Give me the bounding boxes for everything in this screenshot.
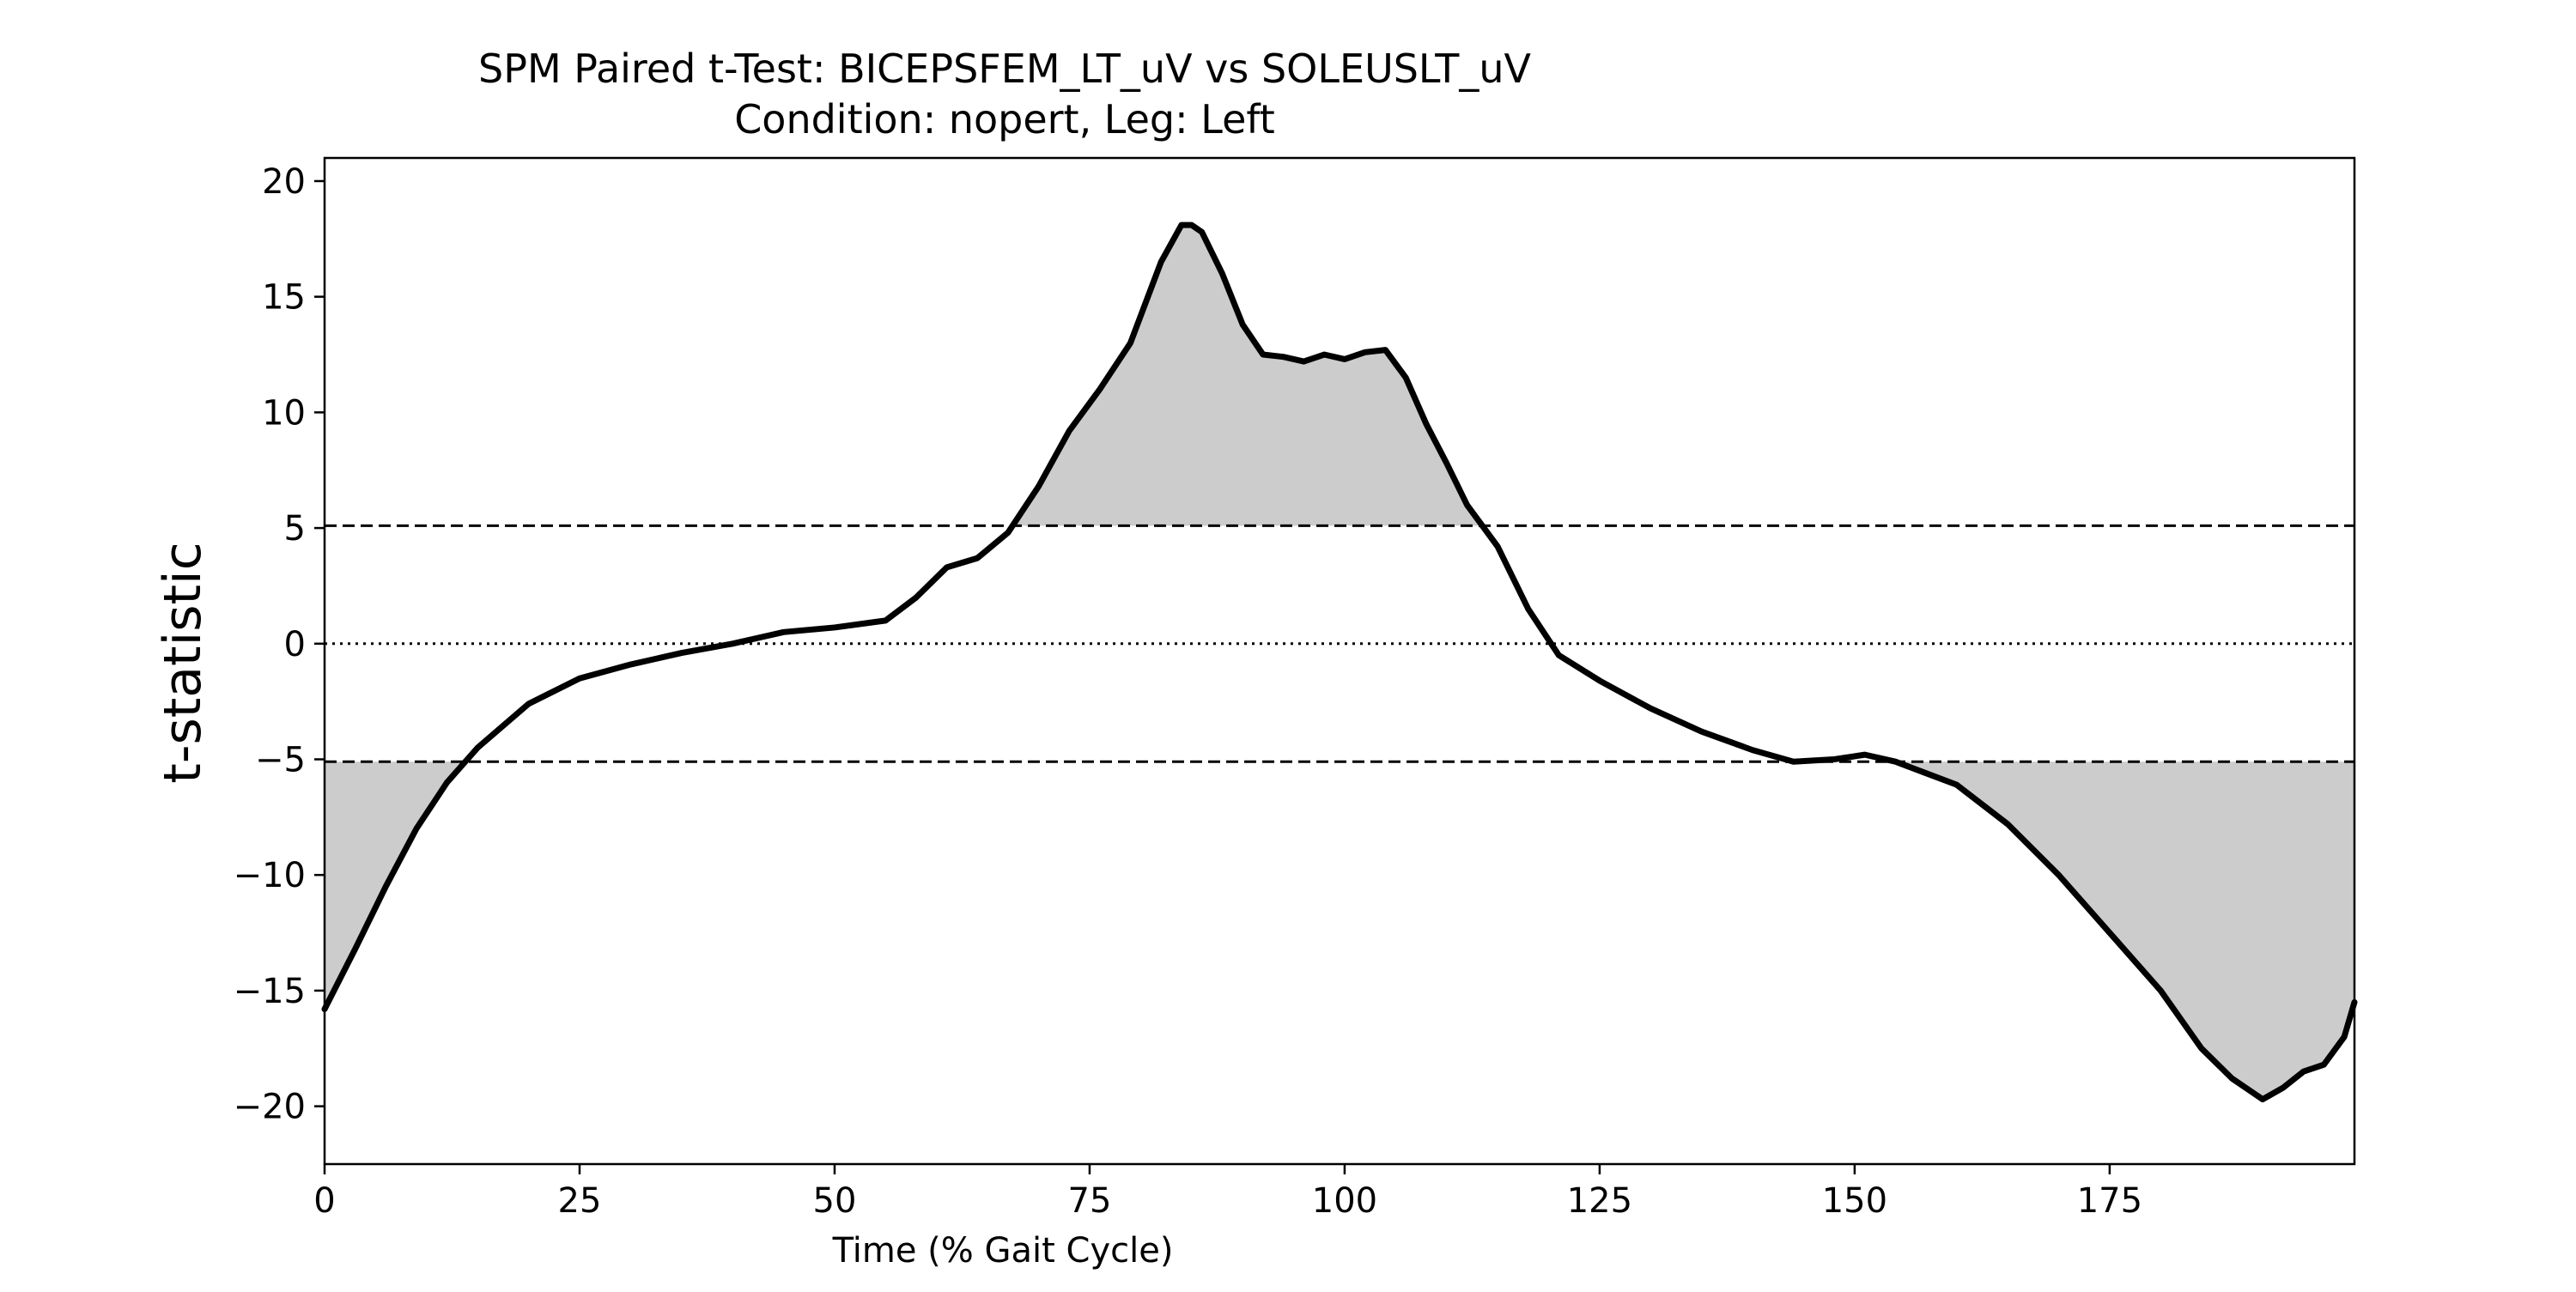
plot-frame: [323, 156, 2356, 1166]
y-tick-label: 5: [284, 509, 306, 549]
y-tick-label: 20: [262, 162, 306, 202]
significant-regions: [325, 225, 2354, 1100]
y-tick-label: −10: [234, 856, 306, 895]
y-tick-label: −5: [255, 741, 306, 780]
x-tick-label: 150: [1822, 1181, 1887, 1221]
x-tick-label: 50: [813, 1181, 857, 1221]
y-axis: 20 15 10 5 0 −5 −10 −15 −20: [234, 162, 325, 1127]
x-tick-label: 175: [2077, 1181, 2142, 1221]
spm-t-curve: [321, 221, 2358, 1103]
x-axis-label: Time (% Gait Cycle): [832, 1231, 1174, 1271]
x-axis: 0 25 50 75 100 125 150 175: [313, 1164, 2142, 1221]
x-tick-label: 25: [558, 1181, 602, 1221]
y-tick-label: −20: [234, 1088, 306, 1127]
reference-lines: [325, 524, 2354, 763]
series-layer: [321, 221, 2358, 1103]
chart-subtitle: Condition: nopert, Leg: Left: [734, 96, 1275, 143]
x-tick-label: 75: [1068, 1181, 1112, 1221]
y-tick-label: 0: [284, 625, 306, 664]
positive-cluster: [1012, 225, 1483, 526]
x-tick-label: 100: [1312, 1181, 1377, 1221]
y-tick-label: −15: [234, 972, 306, 1011]
chart-title: SPM Paired t-Test: BICEPSFEM_LT_uV vs SO…: [478, 45, 1531, 92]
x-tick-label: 125: [1567, 1181, 1632, 1221]
plot-area: [321, 156, 2358, 1166]
negative-cluster: [1895, 761, 2354, 1100]
y-axis-label: t-statistic: [153, 542, 213, 783]
x-tick-label: 0: [313, 1181, 335, 1221]
y-tick-label: 15: [262, 278, 306, 318]
negative-cluster: [325, 761, 465, 1010]
y-tick-label: 10: [262, 393, 306, 433]
